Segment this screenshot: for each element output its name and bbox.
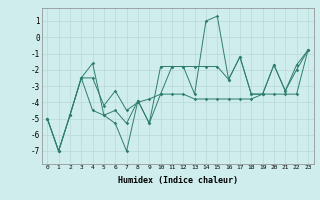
X-axis label: Humidex (Indice chaleur): Humidex (Indice chaleur) <box>118 176 237 185</box>
